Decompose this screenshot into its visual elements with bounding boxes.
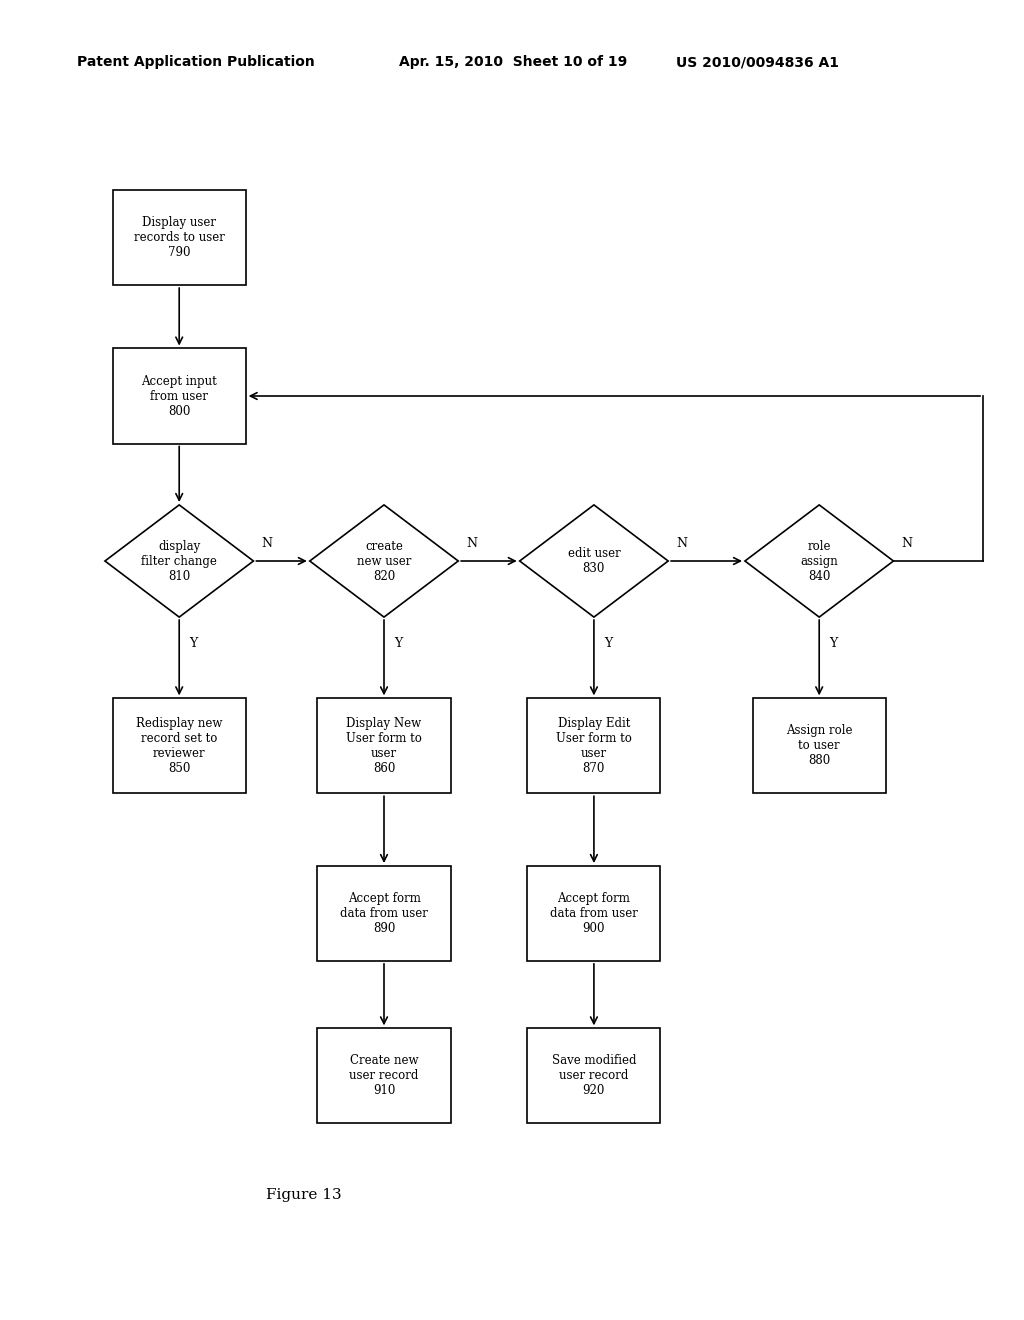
Text: Accept input
from user
800: Accept input from user 800 [141, 375, 217, 417]
Text: display
filter change
810: display filter change 810 [141, 540, 217, 582]
Text: Figure 13: Figure 13 [266, 1188, 342, 1201]
Text: edit user
830: edit user 830 [567, 546, 621, 576]
Text: create
new user
820: create new user 820 [356, 540, 412, 582]
Text: Accept form
data from user
900: Accept form data from user 900 [550, 892, 638, 935]
Text: Redisplay new
record set to
reviewer
850: Redisplay new record set to reviewer 850 [136, 717, 222, 775]
Text: US 2010/0094836 A1: US 2010/0094836 A1 [676, 55, 839, 70]
Text: Apr. 15, 2010  Sheet 10 of 19: Apr. 15, 2010 Sheet 10 of 19 [399, 55, 628, 70]
Bar [317, 866, 451, 961]
Text: Patent Application Publication: Patent Application Publication [77, 55, 314, 70]
Text: N: N [467, 537, 477, 550]
Polygon shape [745, 506, 893, 618]
Text: Display user
records to user
790: Display user records to user 790 [134, 216, 224, 259]
Polygon shape [519, 506, 668, 618]
Text: Assign role
to user
880: Assign role to user 880 [786, 725, 852, 767]
Text: Y: Y [394, 638, 402, 649]
Bar [527, 866, 660, 961]
Text: Save modified
user record
920: Save modified user record 920 [552, 1055, 636, 1097]
Bar [317, 1028, 451, 1123]
Text: Y: Y [189, 638, 198, 649]
Bar [527, 1028, 660, 1123]
Text: Y: Y [604, 638, 612, 649]
Text: N: N [902, 537, 912, 550]
Text: N: N [676, 537, 687, 550]
Bar [753, 698, 886, 793]
Polygon shape [309, 506, 459, 618]
Bar [113, 698, 246, 793]
Bar [527, 698, 660, 793]
Text: Display Edit
User form to
user
870: Display Edit User form to user 870 [556, 717, 632, 775]
Text: role
assign
840: role assign 840 [801, 540, 838, 582]
Text: Y: Y [829, 638, 838, 649]
Bar [113, 190, 246, 285]
Bar [113, 348, 246, 444]
Text: N: N [262, 537, 272, 550]
Bar [317, 698, 451, 793]
Text: Accept form
data from user
890: Accept form data from user 890 [340, 892, 428, 935]
Polygon shape [104, 506, 254, 618]
Text: Display New
User form to
user
860: Display New User form to user 860 [346, 717, 422, 775]
Text: Create new
user record
910: Create new user record 910 [349, 1055, 419, 1097]
